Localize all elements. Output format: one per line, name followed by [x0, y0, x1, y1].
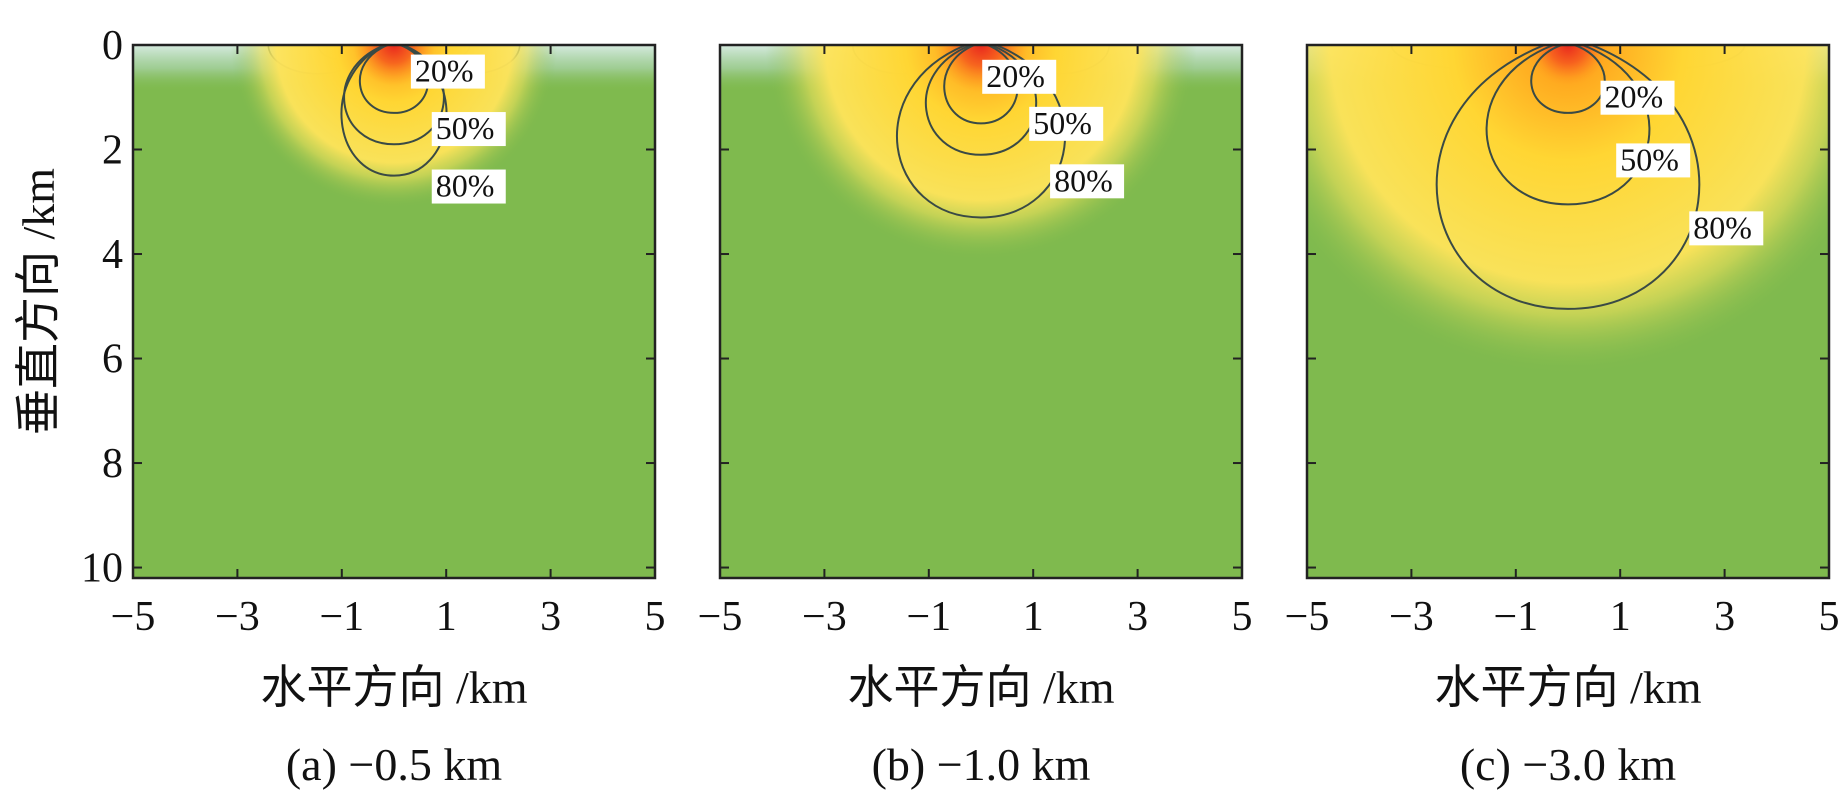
plot-frame — [718, 43, 1244, 580]
contour-label-text: 20% — [1605, 79, 1664, 115]
contour-label-text: 50% — [436, 110, 495, 146]
contour-label-text: 20% — [415, 53, 474, 89]
anomaly-core — [1307, 45, 1829, 578]
panel-a: 20% 50% 80% −5 −3 −1 1 3 5 0 2 4 6 8 10 水平方向 /km (a) −0.… — [13, 23, 666, 790]
y-tick-label: 8 — [102, 441, 123, 487]
contour-label: 50% — [1616, 141, 1691, 178]
contour-label: 80% — [431, 168, 506, 204]
x-tick-label: 1 — [1610, 594, 1631, 640]
contour-20pct — [1530, 45, 1606, 114]
contour-label-bg — [1050, 164, 1125, 199]
x-tick-label: −1 — [906, 594, 951, 640]
plot-frame — [1305, 43, 1831, 580]
contour-label-bg — [1616, 143, 1691, 178]
x-tick-label: −1 — [1493, 594, 1538, 640]
x-tick-label: −5 — [111, 594, 156, 640]
contour-label-bg — [1689, 211, 1764, 246]
contour-label-text: 50% — [1620, 141, 1679, 177]
contour-label-text: 20% — [986, 58, 1045, 94]
contour-label: 50% — [431, 110, 506, 147]
contour-label: 50% — [1029, 105, 1104, 141]
panel-c: 20% 50% 80% −5 −3 −1 1 3 5 水平方向 /km (c) −3.0 km — [1285, 43, 1840, 790]
contour-80pct — [340, 45, 448, 177]
x-tick-label: 3 — [540, 594, 561, 640]
panel-caption: (c) −3.0 km — [1460, 739, 1676, 790]
y-tick-label: 4 — [102, 232, 123, 278]
x-tick-label: 5 — [645, 594, 666, 640]
y-tick-label: 6 — [102, 337, 123, 383]
contour-label-bg — [1600, 80, 1675, 115]
contour-label-text: 50% — [1033, 105, 1092, 141]
y-tick-label: 10 — [81, 546, 123, 592]
contour-label: 80% — [1689, 209, 1764, 246]
contour-label-bg — [431, 169, 506, 204]
x-tick-label: 1 — [1023, 594, 1044, 640]
x-tick-label: −5 — [1285, 594, 1330, 640]
x-tick-label: 5 — [1232, 594, 1253, 640]
contour-label: 20% — [1600, 79, 1675, 115]
anomaly-core — [720, 45, 1242, 578]
contour-label-text: 80% — [436, 168, 495, 204]
contour-label-bg — [1029, 106, 1104, 141]
x-tick-label: 3 — [1714, 594, 1735, 640]
y-tick-label: 2 — [102, 128, 123, 174]
contour-80pct — [896, 45, 1066, 219]
x-tick-label: −1 — [319, 594, 364, 640]
x-tick-label: −5 — [698, 594, 743, 640]
y-tick-label: 0 — [102, 23, 123, 69]
x-tick-label: −3 — [215, 594, 260, 640]
contour-label: 20% — [982, 58, 1057, 94]
contour-label-bg — [982, 59, 1057, 94]
panel-caption: (a) −0.5 km — [286, 739, 502, 790]
x-axis-label: 水平方向 /km — [847, 662, 1114, 713]
contour-80pct — [1435, 45, 1701, 310]
x-axis-label: 水平方向 /km — [1434, 662, 1701, 713]
plot-frame — [131, 43, 657, 580]
panel-b: 20% 50% 80% −5 −3 −1 1 3 5 水平方向 /km (b) −1.0 km — [698, 43, 1253, 790]
contour-label: 20% — [410, 53, 485, 89]
x-tick-label: 1 — [436, 594, 457, 640]
x-tick-label: 3 — [1127, 594, 1148, 640]
contour-label: 80% — [1050, 162, 1125, 199]
x-axis-label: 水平方向 /km — [260, 662, 527, 713]
y-axis-label: 垂直方向 /km — [13, 168, 64, 435]
x-tick-label: −3 — [1389, 594, 1434, 640]
contour-label-bg — [431, 112, 506, 147]
x-tick-label: 5 — [1819, 594, 1840, 640]
panel-caption: (b) −1.0 km — [872, 739, 1091, 790]
contour-label-bg — [410, 54, 485, 89]
contour-label-text: 80% — [1693, 209, 1752, 245]
x-tick-label: −3 — [802, 594, 847, 640]
anomaly-core — [133, 45, 655, 578]
contour-label-text: 80% — [1054, 162, 1113, 198]
